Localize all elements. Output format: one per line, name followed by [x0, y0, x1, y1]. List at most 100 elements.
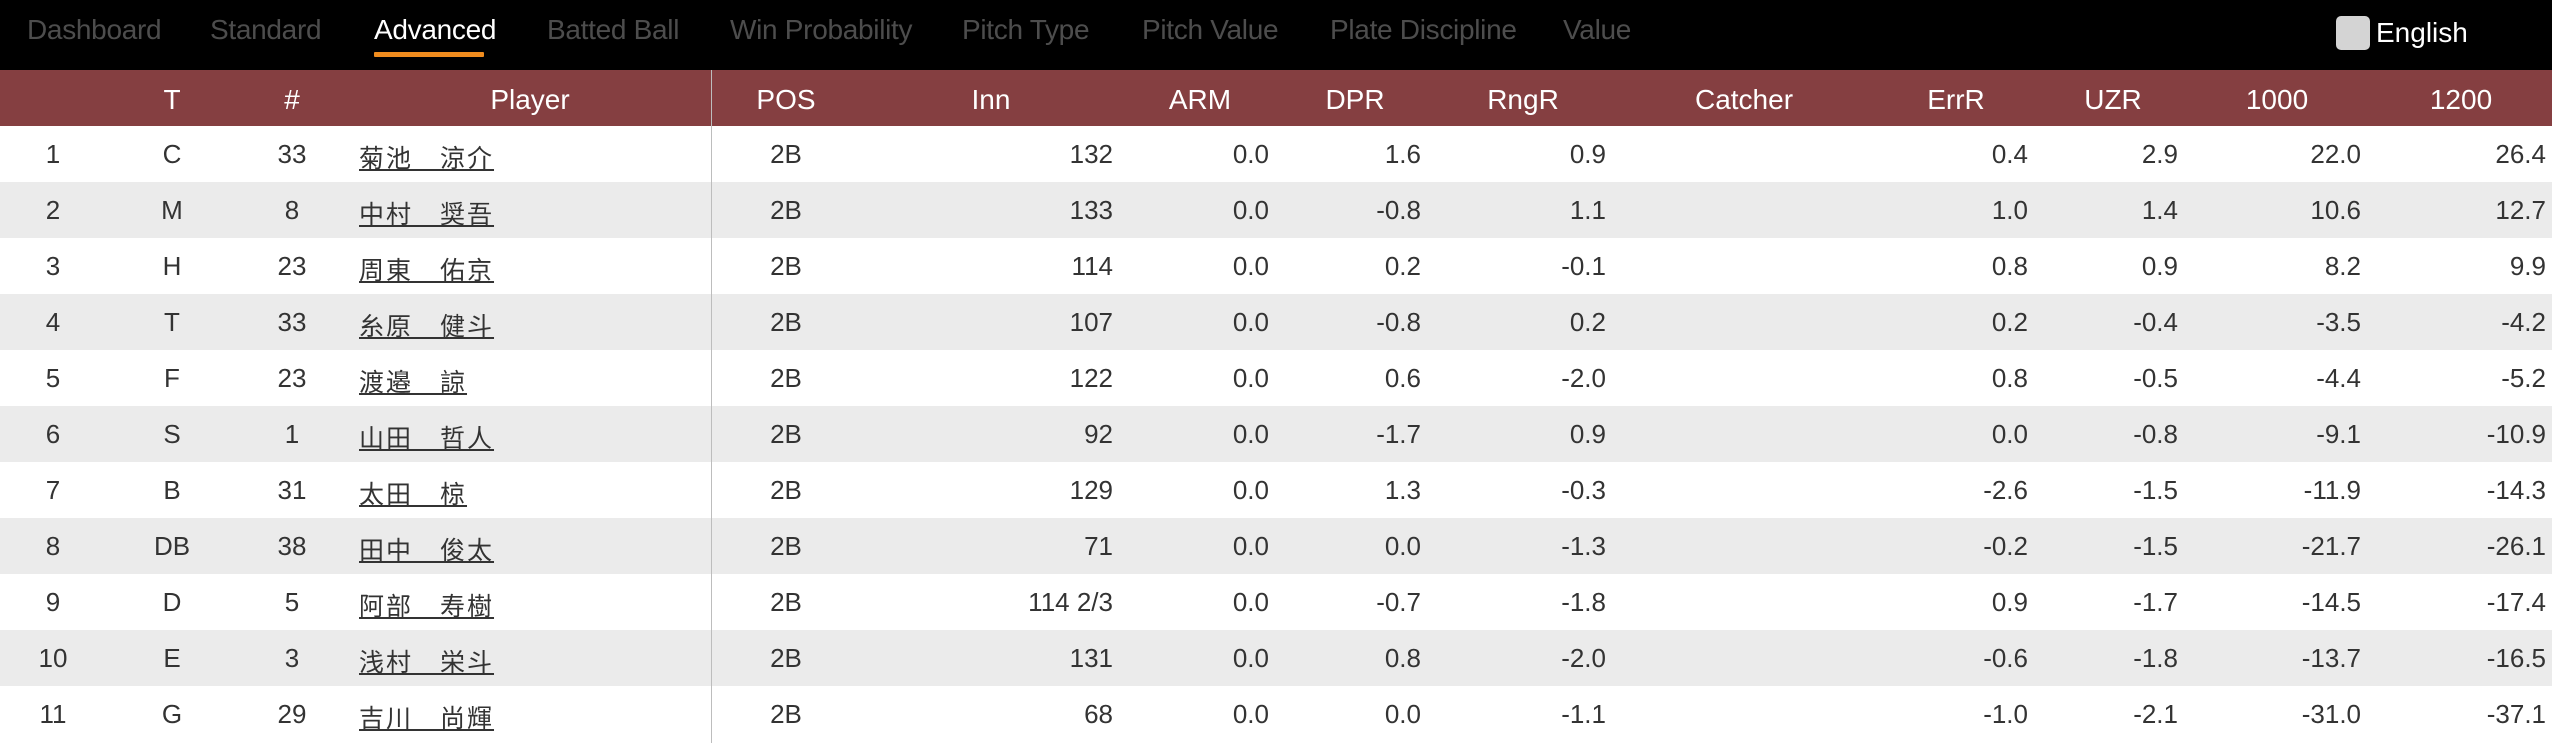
player-name-link[interactable]: 田中 俊太 — [359, 536, 495, 565]
cell-team: D — [162, 587, 182, 617]
column-divider — [711, 70, 712, 743]
cell-inn: 92 — [1084, 419, 1113, 449]
cell-dpr: 0.8 — [1384, 643, 1421, 673]
cell-rank: 3 — [45, 251, 61, 281]
header-1200[interactable]: 1200 — [2429, 84, 2493, 115]
tab-pitch-value[interactable]: Pitch Value — [1142, 14, 1279, 45]
cell-rngr: -2.0 — [1561, 643, 1606, 673]
player-name-link[interactable]: 周東 佑京 — [359, 256, 495, 285]
header-arm[interactable]: ARM — [1168, 84, 1232, 115]
player-name-link[interactable]: 中村 奨吾 — [359, 200, 495, 229]
cell-1200: -17.4 — [2486, 587, 2546, 617]
cell-number: 29 — [277, 699, 307, 729]
cell-rngr: 0.9 — [1569, 419, 1606, 449]
cell-inn: 131 — [1069, 643, 1113, 673]
cell-pos: 2B — [770, 251, 802, 281]
header-inn[interactable]: Inn — [971, 84, 1011, 115]
cell-rank: 9 — [45, 587, 61, 617]
cell-number: 8 — [284, 195, 300, 225]
player-name-link[interactable]: 山田 哲人 — [359, 424, 495, 453]
cell-pos: 2B — [770, 643, 802, 673]
header-catcher[interactable]: Catcher — [1694, 84, 1794, 115]
cell-1200: 26.4 — [2495, 139, 2546, 169]
cell-arm: 0.0 — [1232, 307, 1269, 337]
cell-rank: 11 — [39, 699, 67, 729]
cell-1200: 9.9 — [2509, 251, 2546, 281]
cell-inn: 122 — [1069, 363, 1113, 393]
player-name-link[interactable]: 吉川 尚輝 — [359, 704, 495, 733]
tab-plate-discipline[interactable]: Plate Discipline — [1330, 14, 1517, 45]
english-checkbox[interactable] — [2336, 16, 2370, 50]
table-row: 2 M 8 中村 奨吾 2B 133 0.0 -0.8 1.1 1.0 1.4 10.6 12.7 — [0, 182, 2552, 238]
cell-pos: 2B — [770, 699, 802, 729]
tab-win-probability[interactable]: Win Probability — [730, 14, 913, 45]
cell-rank: 7 — [45, 475, 61, 505]
header-dpr[interactable]: DPR — [1325, 84, 1385, 115]
tab-dashboard[interactable]: Dashboard — [27, 14, 162, 45]
cell-rank: 8 — [45, 531, 61, 561]
cell-number: 1 — [284, 419, 300, 449]
cell-team: T — [164, 307, 180, 337]
cell-number: 3 — [284, 643, 300, 673]
cell-inn: 71 — [1084, 531, 1113, 561]
cell-rank: 5 — [45, 363, 61, 393]
cell-1000: -9.1 — [2316, 419, 2361, 449]
tab-batted-ball[interactable]: Batted Ball — [547, 14, 680, 45]
header-pos[interactable]: POS — [756, 84, 816, 115]
cell-pos: 2B — [770, 307, 802, 337]
cell-dpr: 0.0 — [1384, 699, 1421, 729]
cell-1000: -31.0 — [2301, 699, 2361, 729]
cell-1000: -21.7 — [2301, 531, 2361, 561]
header-errr[interactable]: ErrR — [1927, 84, 1985, 115]
table-header: T # Player POS Inn ARM DPR RngR Catcher … — [0, 70, 2552, 126]
cell-uzr: 1.4 — [2141, 195, 2178, 225]
player-name-link[interactable]: 糸原 健斗 — [359, 312, 495, 341]
cell-dpr: -0.8 — [1376, 195, 1421, 225]
player-name-link[interactable]: 浅村 栄斗 — [359, 648, 495, 677]
header-player[interactable]: Player — [490, 84, 570, 115]
cell-rngr: 1.1 — [1569, 195, 1606, 225]
cell-1000: -4.4 — [2316, 363, 2361, 393]
header-uzr[interactable]: UZR — [2084, 84, 2142, 115]
cell-inn: 68 — [1084, 699, 1113, 729]
player-name-link[interactable]: 菊池 涼介 — [359, 144, 495, 173]
cell-team: E — [163, 643, 181, 673]
player-name-link[interactable]: 太田 椋 — [359, 480, 468, 509]
cell-arm: 0.0 — [1232, 195, 1269, 225]
cell-number: 38 — [277, 531, 307, 561]
header-rngr[interactable]: RngR — [1487, 84, 1559, 115]
cell-errr: -0.2 — [1983, 531, 2028, 561]
cell-arm: 0.0 — [1232, 643, 1269, 673]
cell-pos: 2B — [770, 195, 802, 225]
player-name-link[interactable]: 渡邉 諒 — [359, 368, 468, 397]
cell-number: 23 — [277, 251, 307, 281]
cell-errr: 0.0 — [1991, 419, 2028, 449]
cell-pos: 2B — [770, 475, 802, 505]
cell-1000: -13.7 — [2301, 643, 2361, 673]
player-name-link[interactable]: 阿部 寿樹 — [359, 592, 495, 621]
tab-advanced[interactable]: Advanced — [374, 14, 497, 45]
cell-uzr: -0.8 — [2133, 419, 2178, 449]
cell-number: 5 — [284, 587, 300, 617]
cell-1200: -14.3 — [2486, 475, 2546, 505]
cell-team: F — [164, 363, 180, 393]
cell-uzr: -1.5 — [2133, 475, 2178, 505]
tab-standard[interactable]: Standard — [210, 14, 322, 45]
cell-dpr: 1.6 — [1384, 139, 1421, 169]
language-toggle[interactable]: English — [2336, 16, 2468, 50]
tab-pitch-type[interactable]: Pitch Type — [962, 14, 1090, 45]
cell-pos: 2B — [770, 139, 802, 169]
tab-value[interactable]: Value — [1563, 14, 1632, 45]
header-1000[interactable]: 1000 — [2245, 84, 2309, 115]
cell-arm: 0.0 — [1232, 699, 1269, 729]
cell-rngr: -2.0 — [1561, 363, 1606, 393]
header-team[interactable]: T — [163, 84, 181, 115]
cell-dpr: 0.2 — [1384, 251, 1421, 281]
cell-errr: 0.8 — [1991, 363, 2028, 393]
cell-inn: 114 — [1071, 251, 1113, 281]
cell-dpr: 1.3 — [1384, 475, 1421, 505]
cell-inn: 132 — [1069, 139, 1113, 169]
cell-rngr: -1.1 — [1561, 699, 1606, 729]
cell-team: C — [162, 139, 182, 169]
header-number[interactable]: # — [284, 84, 300, 115]
